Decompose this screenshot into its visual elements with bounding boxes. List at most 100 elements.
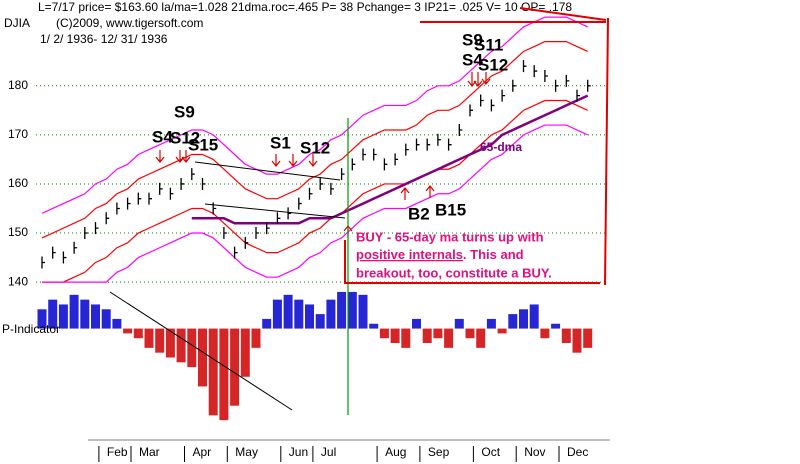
price-bar <box>458 123 463 136</box>
note-emphasis: positive internals <box>356 247 463 262</box>
price-bar <box>319 177 324 190</box>
price-bar <box>148 192 152 205</box>
indicator-bar <box>198 328 207 387</box>
indicator-bar <box>251 328 261 348</box>
indicator-bar <box>294 299 304 329</box>
price-bar <box>137 192 142 205</box>
x-tick-label: Jul <box>321 445 336 459</box>
signal: S9 <box>174 102 195 121</box>
indicator-bar <box>551 323 561 329</box>
price-bar <box>62 251 67 264</box>
trendlines <box>109 161 346 411</box>
indicator-bar <box>133 328 143 339</box>
note-line: breakout, too, constitute a BUY. <box>356 265 552 280</box>
price-bar <box>351 158 356 171</box>
indicator-bar <box>572 328 582 353</box>
indicator-bar <box>219 328 229 421</box>
price-bar <box>533 65 538 78</box>
note-line: positive internals. This and <box>356 247 524 262</box>
signal: S4 <box>462 50 483 69</box>
indicator-bar <box>412 318 421 329</box>
indicator-bar <box>454 318 464 329</box>
price-bar <box>84 227 88 240</box>
indicator-bar <box>230 328 240 406</box>
signal: S12 <box>300 138 330 157</box>
price-bar <box>223 227 227 240</box>
indicator-bar <box>422 328 432 344</box>
price-bar <box>469 104 473 117</box>
indicator-bar <box>91 304 100 329</box>
signal: S1 <box>270 133 291 152</box>
indicator-bar <box>58 304 68 329</box>
price-bar <box>266 222 270 235</box>
indicator-bar <box>101 309 111 329</box>
price-bar <box>330 182 334 195</box>
indicator-bar <box>337 291 347 329</box>
price-bar <box>191 168 195 181</box>
x-tick-label: Oct <box>481 445 500 459</box>
price-bar <box>565 74 570 87</box>
x-tick-label: Jun <box>289 445 308 459</box>
price-bar <box>544 69 548 82</box>
indicator-bar <box>561 328 571 344</box>
indicator-bar <box>187 328 197 368</box>
indicator-bar <box>347 291 357 329</box>
signal: S12 <box>170 128 200 147</box>
band-line <box>42 99 588 283</box>
price-bar <box>480 94 484 107</box>
y-tick-label: 140 <box>8 274 28 288</box>
x-tick-label: Aug <box>385 445 406 459</box>
price-bar <box>383 158 388 171</box>
stats-line: L=7/17 price= $163.60 la/ma=1.028 21dma.… <box>38 0 572 14</box>
price-bar <box>94 222 99 235</box>
price-bar <box>490 99 495 112</box>
indicator-bar <box>540 328 550 339</box>
price-bar <box>73 241 78 254</box>
signal: S4 <box>152 127 173 146</box>
price-bar <box>587 79 591 92</box>
indicator-bar <box>358 294 368 329</box>
price-bar <box>512 79 516 92</box>
y-tick-label: 150 <box>8 225 28 239</box>
signal: S12 <box>478 55 508 74</box>
indicator-bar <box>80 299 90 329</box>
price-bar <box>405 143 409 156</box>
price-bar <box>415 138 420 151</box>
indicator-bar <box>315 314 325 329</box>
indicator-bar <box>165 328 175 358</box>
price-bar <box>501 89 506 102</box>
indicator-bar <box>48 299 58 329</box>
price-bar <box>394 153 399 166</box>
indicator-bar <box>401 328 411 348</box>
price-bar <box>426 138 431 151</box>
subtitle: (C)2009, www.tigersoft.com <box>56 16 203 30</box>
signal: B15 <box>435 200 466 219</box>
price-bar <box>233 246 238 259</box>
price-bar <box>126 197 131 210</box>
indicator-bar <box>144 328 154 348</box>
date-range: 1/ 2/ 1936- 12/ 31/ 1936 <box>40 32 168 46</box>
indicator-title: P-Indicator <box>2 322 60 336</box>
indicator-bar <box>155 328 165 353</box>
indicator-bar <box>305 304 314 329</box>
indicator-bar <box>112 318 122 329</box>
price-bar <box>105 212 110 225</box>
price-bar <box>169 187 174 200</box>
price-bar <box>276 212 281 225</box>
indicator-bar <box>465 328 475 339</box>
plot-area: 140 150 160 170 180 Feb Mar Apr May Jun Jul Aug Sep O… <box>8 16 605 462</box>
price-bar <box>180 177 185 190</box>
indicator-bar <box>529 304 539 329</box>
x-tick-label: Sep <box>428 445 450 459</box>
indicator-bar <box>369 323 379 329</box>
indicator-bar <box>476 328 486 348</box>
indicator-bar <box>379 328 389 339</box>
signal: B2 <box>408 204 430 223</box>
price-bar <box>298 197 302 210</box>
indicator-bar <box>283 294 293 329</box>
price-bar <box>287 207 292 220</box>
indicator-bar <box>583 328 593 348</box>
price-bar <box>554 79 559 92</box>
y-tick-label: 180 <box>8 78 28 92</box>
